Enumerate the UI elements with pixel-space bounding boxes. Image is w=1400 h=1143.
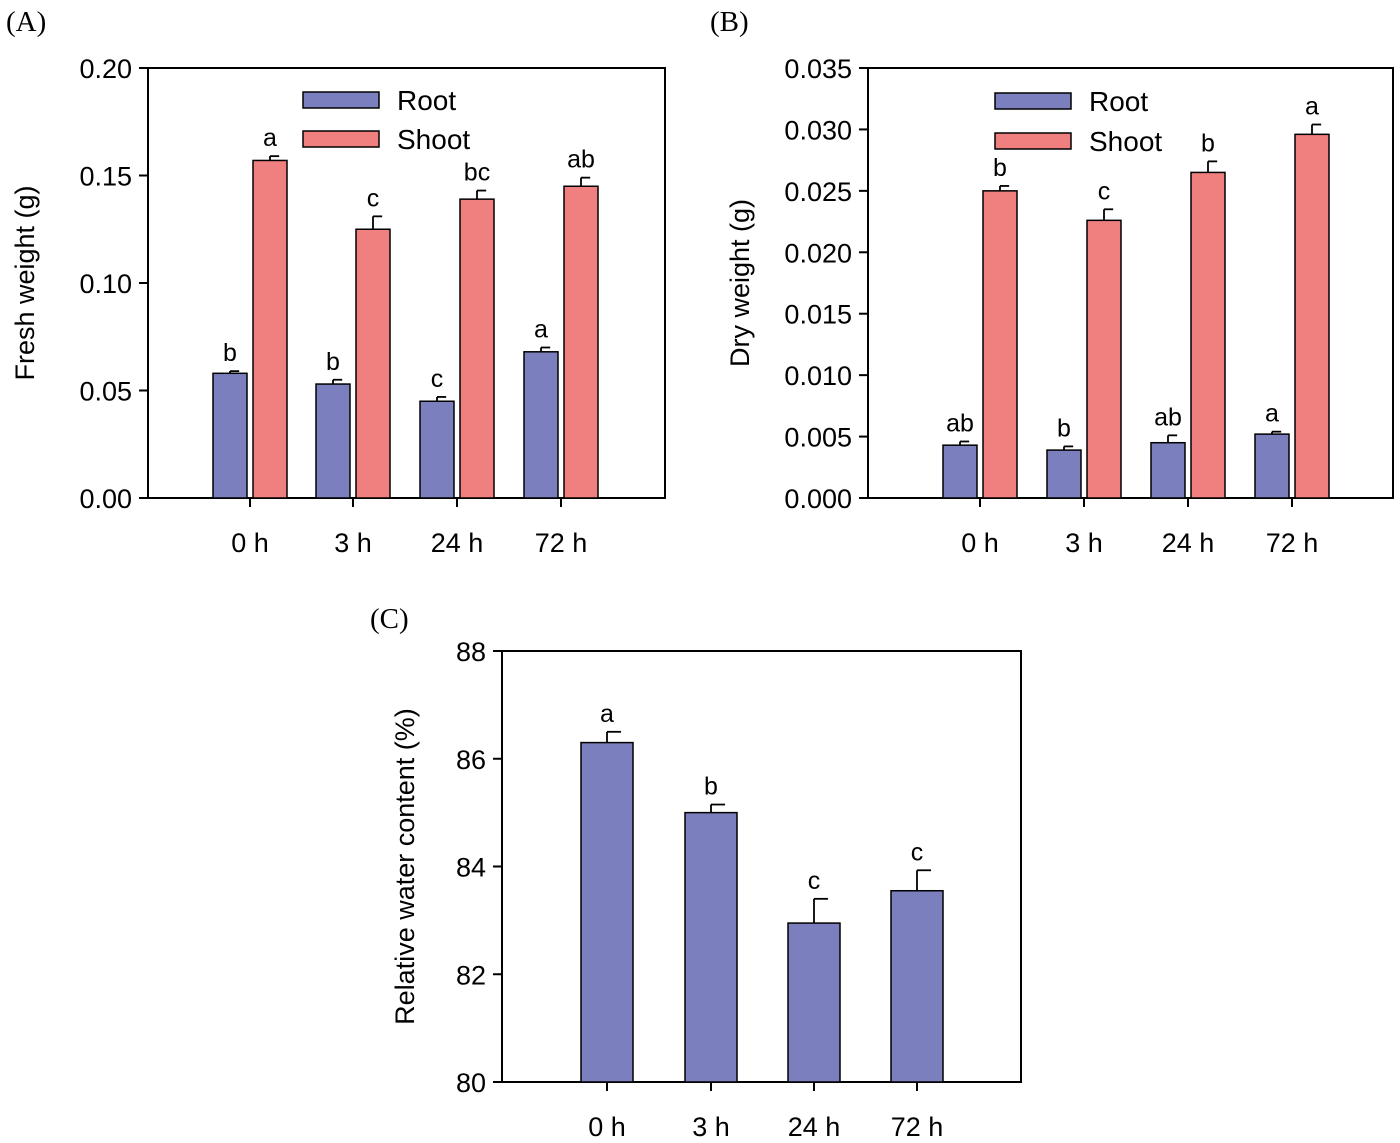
significance-label: a <box>1265 400 1279 428</box>
panel-label: (A) <box>6 6 46 38</box>
significance-label: bc <box>464 159 490 187</box>
bar-shoot <box>563 185 599 499</box>
x-tick-label: 72 h <box>535 528 588 558</box>
y-tick-label: 0.025 <box>784 177 852 207</box>
bar-shoot <box>252 159 288 499</box>
x-tick-label: 3 h <box>1065 528 1103 558</box>
chart-panel-3: (C) 80 82 84 86 88 Relative water content (%) 0… <box>370 603 1022 1142</box>
y-tick-label: 0.05 <box>79 377 132 407</box>
significance-label: b <box>326 348 340 376</box>
significance-label: b <box>993 154 1007 182</box>
bar-shoot <box>1190 171 1226 499</box>
bar-shoot <box>459 198 495 499</box>
bar-root <box>212 372 248 499</box>
bar-shoot <box>1294 133 1330 499</box>
legend-label: Root <box>1089 86 1148 117</box>
bar-rwc <box>890 889 944 1083</box>
y-axis-title: Relative water content (%) <box>390 708 420 1025</box>
y-tick-label: 0.035 <box>784 54 852 84</box>
bar-rwc <box>684 811 738 1083</box>
y-tick-label: 0.030 <box>784 115 852 145</box>
x-tick-label: 24 h <box>431 528 484 558</box>
y-tick-label: 0.015 <box>784 300 852 330</box>
significance-label: b <box>1201 129 1215 157</box>
x-tick-label: 72 h <box>891 1112 944 1142</box>
bar-rwc <box>580 741 634 1083</box>
bar-root <box>523 351 559 499</box>
y-tick-label: 0.010 <box>784 361 852 391</box>
y-tick-label: 0.20 <box>79 54 132 84</box>
y-axis-title: Fresh weight (g) <box>10 185 40 380</box>
x-tick-label: 0 h <box>231 528 269 558</box>
y-tick-label: 0.15 <box>79 162 132 192</box>
significance-label: a <box>263 124 277 152</box>
x-tick-label: 3 h <box>692 1112 730 1142</box>
legend-swatch <box>994 92 1072 110</box>
chart-panel-2: (B) 0.000 0.005 0.010 0.015 0.020 0.025 0.030 0.… <box>710 6 1394 558</box>
significance-label: ab <box>567 146 595 174</box>
legend-label: Shoot <box>1089 126 1162 157</box>
significance-label: b <box>704 773 718 801</box>
legend-label: Shoot <box>397 124 470 155</box>
significance-label: a <box>1305 93 1319 121</box>
x-tick-label: 0 h <box>961 528 999 558</box>
y-axis-title: Dry weight (g) <box>725 199 755 367</box>
x-tick-label: 72 h <box>1266 528 1319 558</box>
significance-label: a <box>534 316 548 344</box>
y-tick-label: 0.000 <box>784 484 852 514</box>
bar-root <box>1150 441 1186 499</box>
bar-root <box>419 400 455 499</box>
significance-label: c <box>1098 177 1111 205</box>
bar-root <box>942 444 978 499</box>
x-tick-label: 3 h <box>334 528 372 558</box>
significance-label: b <box>223 339 237 367</box>
legend-label: Root <box>397 85 456 116</box>
x-tick-label: 24 h <box>788 1112 841 1142</box>
significance-label: a <box>600 700 614 728</box>
significance-label: c <box>367 184 380 212</box>
bar-shoot <box>355 228 391 499</box>
y-tick-label: 88 <box>456 637 486 667</box>
significance-label: ab <box>1154 403 1182 431</box>
y-tick-label: 0.020 <box>784 238 852 268</box>
x-tick-label: 24 h <box>1162 528 1215 558</box>
y-tick-label: 86 <box>456 745 486 775</box>
significance-label: c <box>911 838 924 866</box>
legend-swatch <box>302 130 380 148</box>
chart-panel-1: (A) 0.00 0.05 0.10 0.15 0.20 Fresh weight (g) 0… <box>6 6 666 558</box>
bar-rwc <box>787 922 841 1083</box>
bar-root <box>1254 433 1290 499</box>
significance-label: ab <box>946 409 974 437</box>
bar-root <box>1046 449 1082 499</box>
panel-label: (B) <box>710 6 749 38</box>
y-tick-label: 0.005 <box>784 423 852 453</box>
y-tick-label: 82 <box>456 960 486 990</box>
y-tick-label: 0.00 <box>79 484 132 514</box>
significance-label: c <box>808 867 821 895</box>
significance-label: c <box>431 365 444 393</box>
legend-swatch <box>994 132 1072 150</box>
y-tick-label: 80 <box>456 1068 486 1098</box>
bar-shoot <box>982 190 1018 499</box>
y-tick-label: 0.10 <box>79 269 132 299</box>
y-tick-label: 84 <box>456 853 486 883</box>
bar-shoot <box>1086 219 1122 499</box>
bar-root <box>315 383 351 499</box>
x-tick-label: 0 h <box>588 1112 626 1142</box>
plot-frame <box>867 67 1394 499</box>
panel-label: (C) <box>370 603 409 635</box>
significance-label: b <box>1057 414 1071 442</box>
legend-swatch <box>302 91 380 109</box>
